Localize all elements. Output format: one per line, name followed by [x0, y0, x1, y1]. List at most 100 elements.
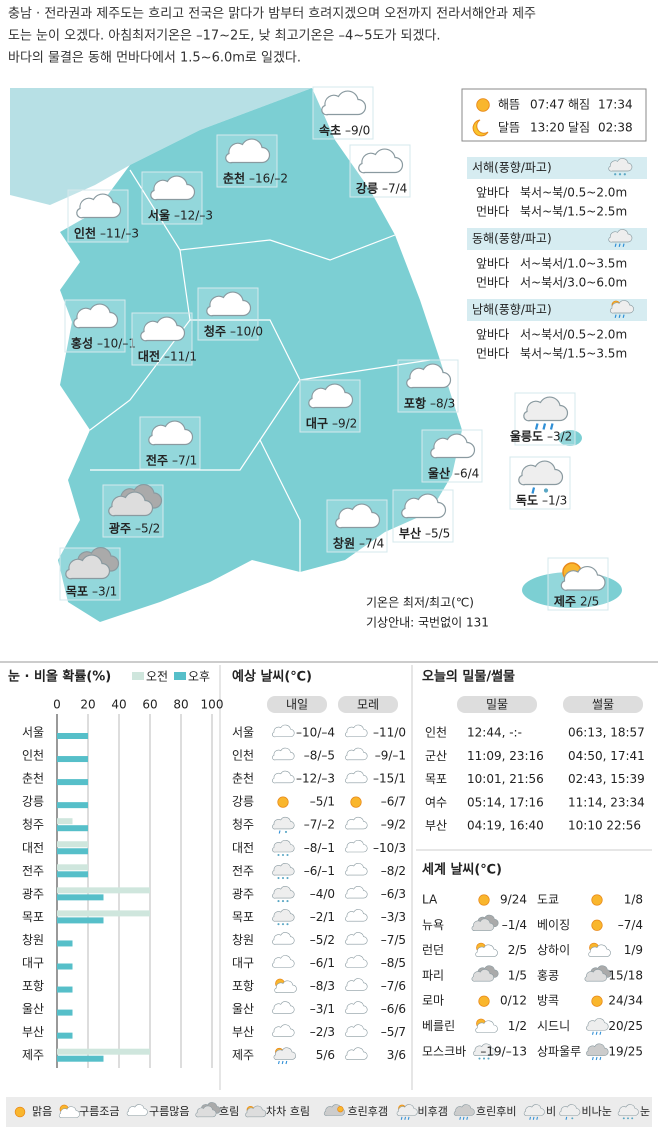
cloud [518, 460, 564, 486]
city-temp: –1/3 [542, 494, 567, 508]
cloud [274, 980, 297, 993]
rain-drop [534, 423, 539, 430]
cloud [401, 493, 447, 519]
weather-icon [559, 1104, 581, 1120]
weather-icon [475, 1018, 498, 1033]
north-land [10, 88, 312, 205]
weather-icon [245, 1105, 267, 1118]
category-label: 서울 [22, 726, 44, 740]
city-name: 전주 [232, 864, 254, 878]
weather-icon [345, 932, 368, 945]
cloud [272, 909, 295, 922]
weather-icon [345, 909, 368, 922]
rain-drop [278, 830, 281, 834]
city-name: 전주 [146, 453, 168, 468]
rain-drop [591, 1056, 594, 1061]
sea-header [467, 228, 647, 250]
sea-label: 먼바다 [476, 276, 509, 290]
legend-label: 맑음 [32, 1105, 52, 1118]
weather-icon [272, 724, 295, 738]
weather-icon [523, 396, 569, 430]
temp: 1/8 [624, 893, 643, 907]
bar [57, 841, 88, 848]
tide-time: 12:44, -:- [467, 726, 522, 740]
column-pill [563, 696, 643, 713]
city-temp: –8/3 [430, 397, 455, 411]
city-name: 시드니 [537, 1019, 570, 1033]
cloud [610, 300, 634, 314]
city-temp: –10/0 [230, 325, 263, 339]
snow-flake [622, 1117, 625, 1120]
category-label: 인천 [22, 748, 44, 763]
weather-icon [610, 300, 634, 318]
weather-icon [150, 175, 196, 201]
city-name: 청주 [232, 818, 254, 832]
city-name: 목포 [232, 910, 254, 924]
temp: –8/–5 [304, 749, 335, 763]
sun [591, 995, 603, 1007]
bar [57, 779, 88, 786]
weather-icon [617, 1104, 639, 1120]
sun [591, 894, 603, 906]
legend-label: 흐린후갬 [348, 1105, 388, 1118]
temp: –5/7 [381, 1025, 406, 1039]
ulleung-land [558, 430, 582, 446]
cloud [195, 1105, 217, 1118]
x-tick-label: 80 [173, 698, 188, 712]
sea-value: 북서~북/1.5~2.5m [520, 205, 627, 219]
city-name: 강릉 [356, 181, 378, 196]
bar [57, 1048, 150, 1055]
city-name: 목포 [66, 585, 88, 599]
weather-icon [126, 1104, 148, 1116]
weather-icon [453, 1104, 475, 1120]
sea-title: 서해(풍향/파고) [472, 161, 552, 175]
category-label: 전주 [22, 864, 44, 878]
city-name: 홍성 [71, 336, 93, 351]
snow-flake [277, 877, 280, 880]
weather-icon [345, 724, 368, 738]
city-name: 속초 [319, 124, 341, 138]
sea-label: 앞바다 [476, 186, 509, 200]
sun [476, 98, 490, 112]
legend-label: 비 [546, 1105, 556, 1118]
weather-icon [345, 1001, 368, 1014]
rain-drop [285, 1060, 288, 1065]
cloud [471, 969, 495, 982]
sea-value: 서~북서/0.5~2.0m [520, 328, 627, 342]
snow-flake [614, 173, 617, 176]
weather-icon [345, 978, 368, 991]
weather-icon [358, 148, 404, 174]
temp: –7/–2 [304, 818, 335, 832]
cloud [58, 1106, 80, 1118]
rain-drop [459, 1116, 462, 1120]
weather-icon [272, 863, 295, 880]
column-pill [267, 696, 327, 713]
weather-icon [140, 316, 186, 342]
legend-label: 흐린후비 [476, 1105, 516, 1118]
x-tick-label: 20 [80, 698, 95, 712]
city-name: 서울 [232, 726, 254, 740]
temp: –7/5 [381, 933, 406, 947]
weather-icon [277, 796, 289, 808]
weather-icon [321, 90, 367, 116]
legend-swatch [132, 672, 144, 680]
bar [57, 1032, 73, 1039]
cloud [65, 554, 111, 580]
weather-icon [206, 291, 252, 317]
sea-title: 남해(풍향/파고) [472, 303, 552, 317]
weather-icon [591, 894, 603, 906]
temp: –6/7 [381, 795, 406, 809]
weather-icon [430, 433, 476, 459]
sun-moon-text: 07:47 [530, 98, 565, 112]
weather-icon [608, 229, 633, 247]
snow-flake [623, 173, 626, 176]
weather-icon [350, 796, 362, 808]
city-name: 인천 [74, 226, 96, 241]
snow-flake [277, 900, 280, 903]
weather-icon [272, 955, 295, 968]
temp: –3/3 [381, 910, 406, 924]
city-name: 부산 [232, 1025, 254, 1039]
cloud [475, 944, 498, 957]
weather-icon [273, 1047, 297, 1065]
rain-drop [400, 1116, 403, 1120]
